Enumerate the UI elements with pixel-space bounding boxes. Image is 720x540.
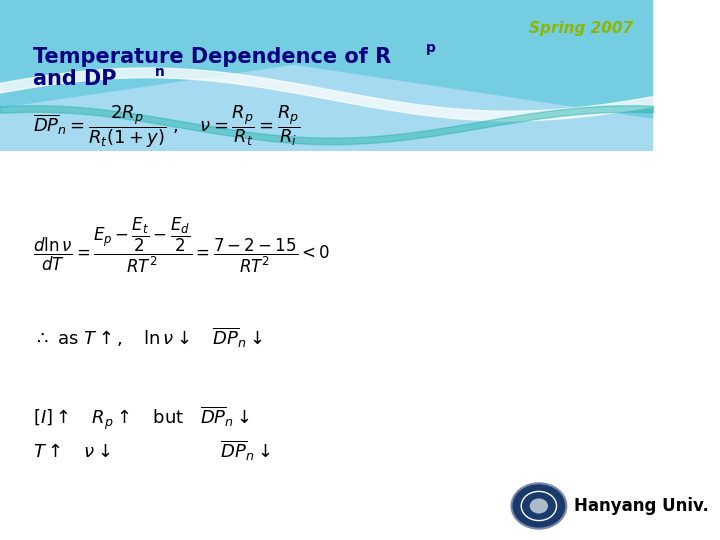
Text: p: p: [426, 40, 436, 55]
Text: n: n: [155, 65, 165, 79]
Polygon shape: [0, 0, 653, 151]
Text: $T\uparrow\quad \nu\downarrow\qquad\qquad\qquad \overline{DP}_n\downarrow$: $T\uparrow\quad \nu\downarrow\qquad\qqua…: [32, 438, 271, 463]
Polygon shape: [0, 0, 653, 119]
Text: $\overline{DP}_n = \dfrac{2R_p}{R_t(1+y)}\ ,\quad \nu = \dfrac{R_p}{R_t} = \dfra: $\overline{DP}_n = \dfrac{2R_p}{R_t(1+y)…: [32, 104, 300, 150]
Circle shape: [511, 483, 567, 529]
Text: $\dfrac{d\ln\nu}{dT} = \dfrac{E_p - \dfrac{E_t}{2} - \dfrac{E_d}{2}}{RT^2} = \df: $\dfrac{d\ln\nu}{dT} = \dfrac{E_p - \dfr…: [32, 216, 330, 275]
Text: $\therefore\ \mathrm{as}\ T\uparrow,\quad \ln\nu\downarrow\quad \overline{DP}_n\: $\therefore\ \mathrm{as}\ T\uparrow,\qua…: [32, 325, 262, 350]
Text: and DP: and DP: [32, 69, 116, 90]
Text: Hanyang Univ.: Hanyang Univ.: [574, 497, 708, 515]
Text: $[I]\uparrow\quad R_p\uparrow\quad \mathrm{but}\quad \overline{DP}_n\downarrow$: $[I]\uparrow\quad R_p\uparrow\quad \math…: [32, 404, 250, 433]
Text: Spring 2007: Spring 2007: [529, 21, 634, 36]
Circle shape: [530, 498, 548, 514]
Text: Temperature Dependence of R: Temperature Dependence of R: [32, 46, 391, 67]
